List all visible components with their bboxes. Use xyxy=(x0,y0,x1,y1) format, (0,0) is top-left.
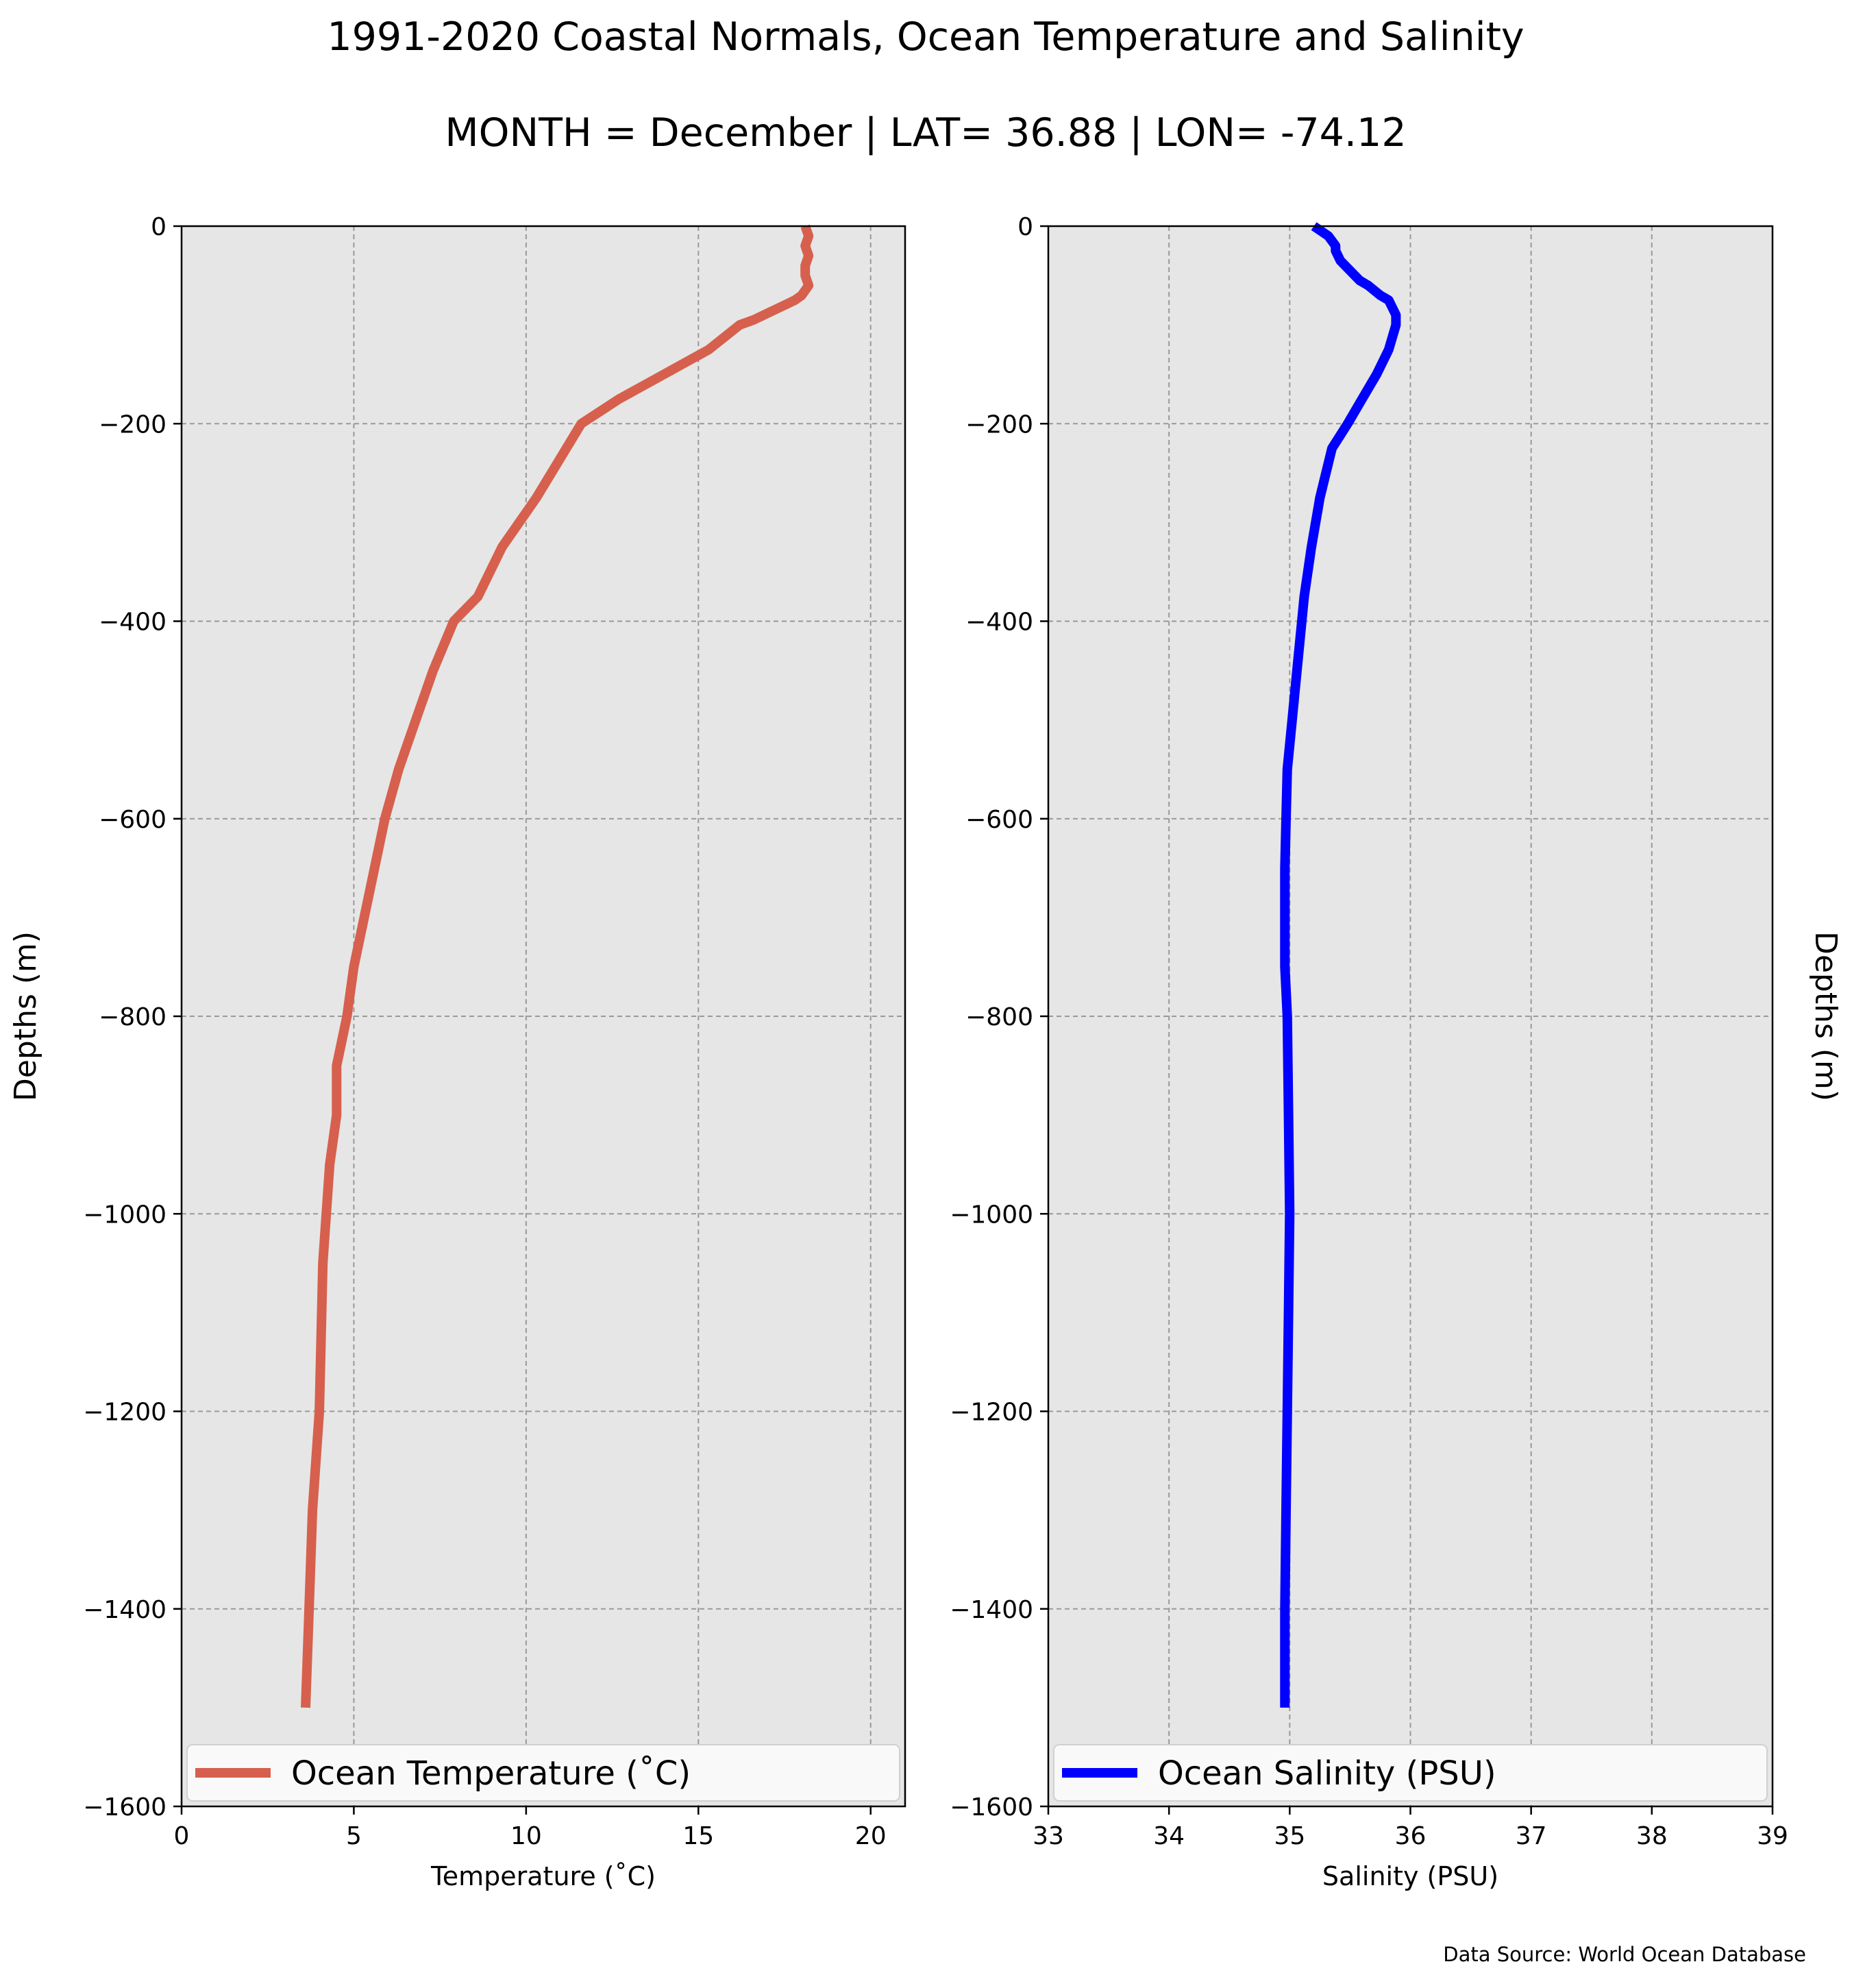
salinity-legend-box xyxy=(1053,1744,1768,1802)
figure-title-line1: 1991-2020 Coastal Normals, Ocean Tempera… xyxy=(327,14,1524,60)
temperature-y-tick-label-3: −600 xyxy=(99,806,166,834)
data-source-note: Data Source: World Ocean Database xyxy=(1443,1943,1806,1966)
temperature-y-tick-label-2: −400 xyxy=(99,609,166,637)
salinity-ticks: 33 34 35 36 37 38 39 0 −200 −400 −600 −800 −1000 −120… xyxy=(950,213,1788,1850)
temperature-y-tick-label-4: −800 xyxy=(99,1003,166,1031)
salinity-series-line-0 xyxy=(1280,222,1401,1708)
salinity-y-tick-label-2: −400 xyxy=(965,609,1033,637)
temperature-x-tick-label-2: 10 xyxy=(510,1822,542,1850)
salinity-x-tick-label-6: 39 xyxy=(1757,1822,1788,1850)
salinity-x-tick-label-5: 38 xyxy=(1636,1822,1668,1850)
salinity-legend-label: Ocean Salinity (PSU) xyxy=(1158,1754,1496,1793)
temperature-y-axis-label: Depths (m) xyxy=(8,931,43,1101)
temperature-series-line-0 xyxy=(301,224,814,1708)
salinity-y-tick-label-0: 0 xyxy=(1017,213,1033,241)
temperature-y-tick-label-0: 0 xyxy=(151,213,166,241)
salinity-y-tick-label-3: −600 xyxy=(965,806,1033,834)
salinity-x-tick-label-0: 33 xyxy=(1033,1822,1064,1850)
salinity-x-tick-label-1: 34 xyxy=(1153,1822,1185,1850)
temperature-x-tick-label-1: 5 xyxy=(346,1822,362,1850)
temperature-ticks: 0 5 10 15 20 0 −200 −400 −600 −800 −1000 −1200 −1400… xyxy=(83,213,886,1850)
salinity-x-tick-label-4: 37 xyxy=(1516,1822,1547,1850)
salinity-y-tick-label-4: −800 xyxy=(965,1003,1033,1031)
salinity-y-tick-label-7: −1400 xyxy=(950,1596,1033,1624)
salinity-x-tick-label-2: 35 xyxy=(1274,1822,1305,1850)
temperature-y-tick-label-6: −1200 xyxy=(83,1399,166,1427)
temperature-y-tick-label-8: −1600 xyxy=(83,1793,166,1821)
salinity-panel: Ocean Salinity (PSU) 33 34 35 36 37 38 39 0 −200… xyxy=(950,213,1843,1891)
temperature-y-tick-label-5: −1000 xyxy=(83,1201,166,1229)
temperature-legend-box xyxy=(186,1744,900,1802)
temperature-x-tick-label-4: 20 xyxy=(855,1822,887,1850)
temperature-series xyxy=(301,224,814,1708)
salinity-series xyxy=(1280,222,1401,1708)
salinity-legend: Ocean Salinity (PSU) xyxy=(1053,1744,1768,1802)
temperature-legend-label: Ocean Temperature (˚C) xyxy=(291,1754,691,1793)
temperature-y-tick-label-7: −1400 xyxy=(83,1596,166,1624)
salinity-y-axis-label: Depths (m) xyxy=(1808,931,1843,1101)
salinity-x-tick-label-3: 36 xyxy=(1395,1822,1427,1850)
salinity-y-tick-label-8: −1600 xyxy=(950,1793,1033,1821)
salinity-y-tick-label-1: −200 xyxy=(965,410,1033,439)
temperature-x-tick-label-3: 15 xyxy=(682,1822,714,1850)
temperature-y-tick-label-1: −200 xyxy=(99,410,166,439)
temperature-x-tick-label-0: 0 xyxy=(174,1822,190,1850)
salinity-y-tick-label-5: −1000 xyxy=(950,1201,1033,1229)
figure-title-line2: MONTH = December | LAT= 36.88 | LON= -74… xyxy=(445,110,1406,156)
temperature-x-axis-label: Temperature (˚C) xyxy=(430,1861,656,1891)
temperature-panel: Ocean Temperature (˚C) 0 5 10 15 20 0 −200 −400… xyxy=(8,213,906,1891)
temperature-legend: Ocean Temperature (˚C) xyxy=(186,1744,900,1802)
salinity-y-tick-label-6: −1200 xyxy=(950,1399,1033,1427)
salinity-x-axis-label: Salinity (PSU) xyxy=(1322,1861,1498,1891)
